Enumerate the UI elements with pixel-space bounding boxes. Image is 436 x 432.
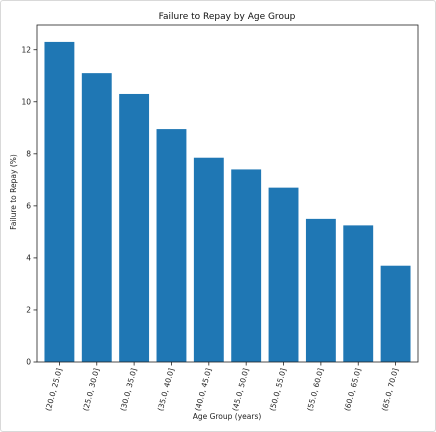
- x-tick-label-8: (60.0, 65.0]: [343, 367, 363, 412]
- bar-2: [119, 93, 150, 362]
- x-tick-label-6: (50.0, 55.0]: [268, 367, 288, 412]
- x-tick-label-7: (55.0, 60.0]: [305, 367, 325, 412]
- y-axis-label: Failure to Repay (%): [9, 154, 18, 230]
- x-tick-label-3: (35.0, 40.0]: [156, 367, 176, 412]
- y-tick-label-1: 2: [26, 306, 31, 315]
- bar-1: [81, 73, 112, 363]
- y-tick-label-2: 4: [26, 254, 31, 263]
- y-tick-label-0: 0: [26, 358, 31, 367]
- plot-area: 0 2 4 6 8 10 12 (20.0, 25.0] (25.0, 30.0] (30.0, …: [21, 24, 419, 412]
- bar-6: [268, 187, 299, 362]
- x-tick-label-0: (20.0, 25.0]: [44, 367, 64, 412]
- bar-7: [305, 218, 336, 362]
- x-tick-label-4: (40.0, 45.0]: [193, 367, 213, 412]
- x-tick-label-5: (45.0, 50.0]: [231, 367, 251, 412]
- x-axis-label: Age Group (years): [193, 412, 262, 421]
- y-tick-label-3: 6: [26, 202, 31, 211]
- bar-3: [156, 129, 187, 362]
- chart-title: Failure to Repay by Age Group: [159, 12, 296, 22]
- x-tick-label-1: (25.0, 30.0]: [81, 367, 101, 412]
- bar-5: [231, 169, 262, 362]
- y-tick-label-5: 10: [21, 97, 31, 106]
- bar-4: [193, 157, 224, 362]
- bar-8: [343, 225, 374, 362]
- axes-frame: [36, 24, 419, 363]
- x-tick-label-9: (65.0, 70.0]: [380, 367, 400, 412]
- y-tick-label-4: 8: [26, 150, 31, 159]
- bar-9: [380, 265, 411, 362]
- y-tick-label-6: 12: [21, 45, 31, 54]
- bar-0: [44, 41, 75, 362]
- x-tick-label-2: (30.0, 35.0]: [118, 367, 138, 412]
